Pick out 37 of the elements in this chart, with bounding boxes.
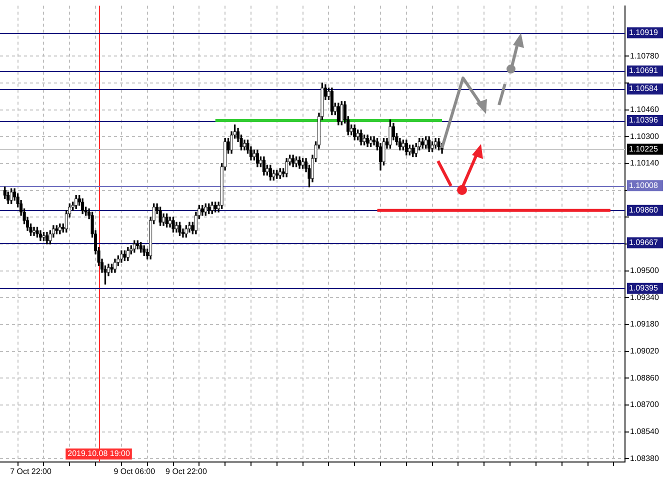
ref-line-label: 1.09667	[629, 238, 658, 247]
candlestick	[120, 250, 124, 263]
y-tick-label: 1.10780	[630, 51, 660, 60]
candlestick	[256, 150, 260, 168]
ref-line-label: 1.10919	[629, 28, 658, 38]
candlestick	[32, 226, 36, 236]
ref-line-label: 1.10008	[629, 180, 658, 190]
y-tick-label: 1.08380	[630, 454, 660, 463]
candlestick	[38, 230, 42, 241]
x-tick-label: 7 Oct 22:00	[10, 467, 52, 476]
x-tick-label: 9 Oct 22:00	[166, 467, 208, 476]
y-tick-label: 1.10300	[630, 132, 660, 141]
ref-line-label: 1.10396	[629, 116, 658, 125]
y-tick-label: 1.10460	[630, 104, 660, 114]
y-tick-label: 1.09180	[630, 320, 660, 329]
candlestick	[262, 156, 266, 176]
ref-line-label: 1.09860	[629, 206, 658, 215]
candlestick	[434, 138, 438, 149]
candlestick	[427, 136, 431, 152]
candlestick	[113, 258, 117, 273]
x-tick-label: 2019.10.08 19:00	[68, 449, 130, 458]
candlestick	[359, 130, 363, 146]
y-tick-label: 1.10140	[630, 158, 660, 168]
y-tick-label: 1.09500	[630, 266, 660, 275]
ref-line-label: 1.10691	[629, 66, 658, 76]
y-tick-label: 1.09020	[630, 346, 660, 356]
candlestick	[301, 158, 304, 169]
y-tick-label: 1.08540	[630, 427, 660, 436]
candlestick	[330, 88, 334, 116]
ref-line-label: 1.09395	[629, 284, 658, 293]
y-tick-label: 1.08860	[630, 373, 660, 382]
ref-line-label: 1.10584	[629, 84, 658, 94]
y-tick-label: 1.08700	[630, 400, 660, 410]
x-tick-label: 9 Oct 06:00	[114, 467, 156, 476]
candlestick	[80, 198, 84, 214]
ref-line-label: 1.10225	[629, 144, 658, 154]
y-tick-label: 1.09340	[630, 292, 660, 302]
